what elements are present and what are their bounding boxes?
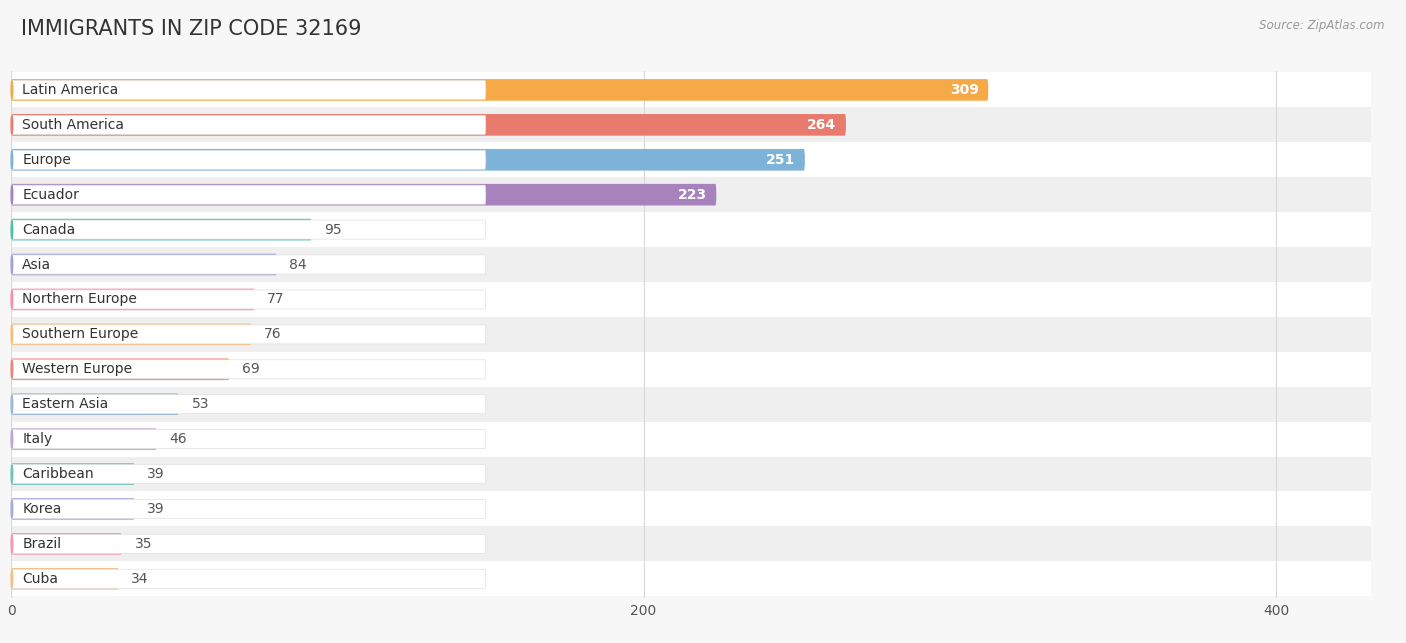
Bar xyxy=(11,422,1371,457)
Circle shape xyxy=(11,500,13,518)
FancyBboxPatch shape xyxy=(11,498,135,520)
Bar xyxy=(11,317,1371,352)
Text: IMMIGRANTS IN ZIP CODE 32169: IMMIGRANTS IN ZIP CODE 32169 xyxy=(21,19,361,39)
Text: 264: 264 xyxy=(807,118,837,132)
Circle shape xyxy=(11,360,13,378)
Circle shape xyxy=(11,430,13,448)
FancyBboxPatch shape xyxy=(11,428,156,450)
Bar xyxy=(11,282,1371,317)
FancyBboxPatch shape xyxy=(11,358,229,380)
Text: Western Europe: Western Europe xyxy=(22,362,132,376)
FancyBboxPatch shape xyxy=(11,325,486,344)
Text: Canada: Canada xyxy=(22,222,76,237)
Bar xyxy=(11,212,1371,247)
FancyBboxPatch shape xyxy=(11,219,312,240)
Circle shape xyxy=(11,465,13,483)
FancyBboxPatch shape xyxy=(11,289,254,311)
FancyBboxPatch shape xyxy=(11,395,486,413)
Text: Ecuador: Ecuador xyxy=(22,188,79,202)
FancyBboxPatch shape xyxy=(11,220,486,239)
Text: 39: 39 xyxy=(148,502,165,516)
Text: Brazil: Brazil xyxy=(22,537,62,551)
FancyBboxPatch shape xyxy=(11,359,486,379)
FancyBboxPatch shape xyxy=(11,115,486,134)
Text: Asia: Asia xyxy=(22,258,52,271)
FancyBboxPatch shape xyxy=(11,255,486,274)
Text: 77: 77 xyxy=(267,293,285,307)
FancyBboxPatch shape xyxy=(11,185,486,204)
FancyBboxPatch shape xyxy=(11,254,277,275)
Bar xyxy=(11,386,1371,422)
Text: Cuba: Cuba xyxy=(22,572,58,586)
FancyBboxPatch shape xyxy=(11,290,486,309)
Text: Italy: Italy xyxy=(22,432,52,446)
Text: Korea: Korea xyxy=(22,502,62,516)
FancyBboxPatch shape xyxy=(11,323,252,345)
FancyBboxPatch shape xyxy=(11,569,486,588)
Circle shape xyxy=(11,116,13,134)
Text: Eastern Asia: Eastern Asia xyxy=(22,397,108,411)
Circle shape xyxy=(11,570,13,588)
Circle shape xyxy=(11,186,13,204)
Circle shape xyxy=(11,221,13,239)
Text: Latin America: Latin America xyxy=(22,83,118,97)
Text: 53: 53 xyxy=(191,397,209,411)
Text: 223: 223 xyxy=(678,188,707,202)
FancyBboxPatch shape xyxy=(11,430,486,449)
Bar xyxy=(11,491,1371,527)
Text: 69: 69 xyxy=(242,362,260,376)
Text: Source: ZipAtlas.com: Source: ZipAtlas.com xyxy=(1260,19,1385,32)
Bar xyxy=(11,73,1371,107)
FancyBboxPatch shape xyxy=(11,568,118,590)
FancyBboxPatch shape xyxy=(11,149,804,170)
FancyBboxPatch shape xyxy=(11,464,486,484)
FancyBboxPatch shape xyxy=(11,534,486,554)
FancyBboxPatch shape xyxy=(11,394,179,415)
Bar xyxy=(11,142,1371,177)
FancyBboxPatch shape xyxy=(11,463,135,485)
Bar xyxy=(11,527,1371,561)
FancyBboxPatch shape xyxy=(11,184,716,206)
Circle shape xyxy=(11,255,13,273)
Bar xyxy=(11,457,1371,491)
FancyBboxPatch shape xyxy=(11,80,486,100)
Text: Europe: Europe xyxy=(22,153,72,167)
Bar xyxy=(11,352,1371,386)
Text: 84: 84 xyxy=(290,258,307,271)
Circle shape xyxy=(11,325,13,343)
Circle shape xyxy=(11,535,13,553)
Circle shape xyxy=(11,150,13,169)
Bar xyxy=(11,107,1371,142)
Circle shape xyxy=(11,81,13,99)
FancyBboxPatch shape xyxy=(11,150,486,169)
Bar xyxy=(11,561,1371,596)
Text: 309: 309 xyxy=(950,83,979,97)
Circle shape xyxy=(11,291,13,309)
Bar xyxy=(11,247,1371,282)
FancyBboxPatch shape xyxy=(11,500,486,518)
Text: South America: South America xyxy=(22,118,124,132)
Text: 39: 39 xyxy=(148,467,165,481)
Text: 95: 95 xyxy=(325,222,342,237)
Text: 251: 251 xyxy=(766,153,796,167)
Text: Caribbean: Caribbean xyxy=(22,467,94,481)
Text: 35: 35 xyxy=(135,537,152,551)
FancyBboxPatch shape xyxy=(11,114,846,136)
Bar xyxy=(11,177,1371,212)
FancyBboxPatch shape xyxy=(11,79,988,101)
Text: Southern Europe: Southern Europe xyxy=(22,327,138,341)
FancyBboxPatch shape xyxy=(11,533,122,555)
Text: Northern Europe: Northern Europe xyxy=(22,293,138,307)
Text: 76: 76 xyxy=(264,327,281,341)
Text: 34: 34 xyxy=(131,572,149,586)
Circle shape xyxy=(11,395,13,413)
Text: 46: 46 xyxy=(169,432,187,446)
